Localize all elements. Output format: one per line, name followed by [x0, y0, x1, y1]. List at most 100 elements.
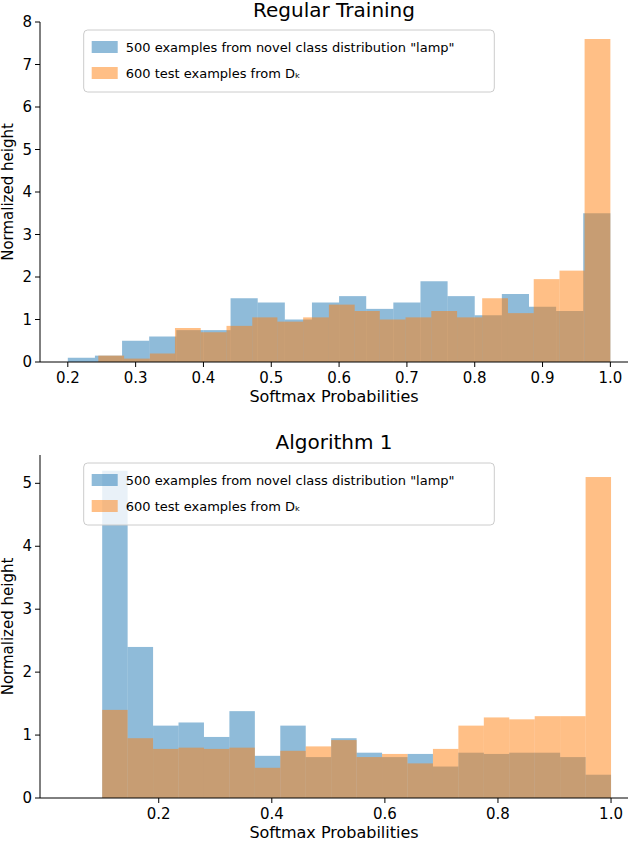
- histogram-bar: [535, 716, 560, 798]
- y-tick: [35, 192, 40, 193]
- histogram-bar: [280, 751, 305, 798]
- chart: Regular Training0.20.30.40.50.60.70.80.9…: [0, 0, 628, 406]
- legend: 500 examples from novel class distributi…: [84, 463, 495, 525]
- y-tick: [35, 362, 40, 363]
- x-tick-label: 0.6: [373, 805, 397, 823]
- histogram-bar: [508, 313, 534, 362]
- histogram-bar: [204, 749, 229, 798]
- y-tick: [35, 234, 40, 235]
- x-axis-line: [40, 798, 628, 799]
- y-tick-label: 4: [22, 183, 32, 201]
- y-tick: [35, 483, 40, 484]
- x-tick-label: 0.2: [147, 805, 171, 823]
- y-tick-label: 5: [22, 474, 32, 492]
- histogram-bar: [380, 320, 406, 363]
- histogram-bar: [179, 748, 204, 798]
- y-tick-label: 4: [22, 537, 32, 555]
- y-tick-label: 2: [22, 663, 32, 681]
- y-tick: [35, 798, 40, 799]
- x-tick-label: 0.8: [463, 369, 487, 387]
- legend-swatch: [92, 41, 118, 53]
- histogram-bar: [204, 737, 229, 798]
- x-tick: [610, 362, 611, 367]
- legend-label: 500 examples from novel class distributi…: [126, 473, 455, 488]
- x-tick-label: 0.5: [259, 369, 283, 387]
- x-tick-label: 0.6: [327, 369, 351, 387]
- histogram-bar: [509, 719, 534, 798]
- histogram-bar: [227, 326, 253, 362]
- histogram-bar: [122, 341, 149, 362]
- histogram-bar: [255, 756, 280, 798]
- legend-box: [84, 30, 495, 92]
- y-tick-label: 0: [22, 353, 32, 371]
- histogram-bar: [175, 328, 201, 362]
- histogram-bar: [534, 279, 560, 362]
- y-tick: [35, 609, 40, 610]
- y-tick-label: 7: [22, 56, 32, 74]
- histogram-bar: [406, 317, 432, 362]
- y-tick-label: 3: [22, 226, 32, 244]
- y-tick: [35, 319, 40, 320]
- y-tick: [35, 107, 40, 108]
- histogram-bar: [128, 738, 153, 798]
- y-tick: [35, 64, 40, 65]
- histogram-bar: [585, 39, 611, 362]
- histogram-bar: [586, 477, 611, 798]
- histogram-bar: [229, 711, 254, 798]
- x-tick-label: 0.4: [192, 369, 216, 387]
- legend-label: 600 test examples from Dₖ: [126, 66, 301, 81]
- histogram-bar: [560, 716, 585, 798]
- legend: 500 examples from novel class distributi…: [84, 30, 495, 92]
- chart: Algorithm 10.20.40.60.81.0012345Softmax …: [0, 430, 628, 842]
- x-axis-line: [40, 362, 628, 363]
- histogram-bar: [128, 647, 153, 798]
- histogram-bar: [306, 746, 331, 798]
- legend-swatch: [92, 67, 118, 79]
- histogram-bar: [431, 311, 457, 362]
- y-tick-label: 1: [22, 311, 32, 329]
- x-tick: [497, 798, 498, 803]
- legend-label: 500 examples from novel class distributi…: [126, 40, 455, 55]
- y-tick-label: 6: [22, 98, 32, 116]
- y-axis-line: [40, 455, 41, 798]
- histogram-bar: [201, 332, 227, 362]
- histogram-bar: [408, 754, 433, 798]
- figure: Regular Training0.20.30.40.50.60.70.80.9…: [0, 0, 630, 842]
- x-axis-label: Softmax Probabilities: [249, 387, 418, 406]
- x-tick: [384, 798, 385, 803]
- histogram-bar: [329, 305, 355, 362]
- x-tick-label: 0.2: [56, 369, 80, 387]
- y-tick: [35, 546, 40, 547]
- histogram-bar: [331, 738, 356, 798]
- histogram-bar: [457, 317, 482, 362]
- histogram-bar: [229, 748, 254, 798]
- histogram-bar: [277, 322, 303, 362]
- histogram-bar: [484, 717, 509, 798]
- histogram-bar: [433, 749, 458, 798]
- title: Algorithm 1: [275, 430, 392, 454]
- x-tick: [611, 798, 612, 803]
- y-tick: [35, 22, 40, 23]
- histogram-bar: [357, 757, 382, 798]
- x-tick-label: 0.3: [124, 369, 148, 387]
- legend-swatch: [92, 474, 118, 486]
- y-tick: [35, 672, 40, 673]
- y-tick-label: 5: [22, 141, 32, 159]
- x-tick: [406, 362, 407, 367]
- x-tick: [271, 798, 272, 803]
- x-tick: [158, 798, 159, 803]
- histogram-bar: [382, 754, 407, 798]
- histogram-bar: [150, 354, 175, 363]
- x-tick: [542, 362, 543, 367]
- histogram-bar: [280, 726, 305, 798]
- histogram-bar: [355, 311, 380, 362]
- histogram-bar: [149, 337, 176, 363]
- histogram-bar: [98, 356, 124, 362]
- histogram-bar: [124, 359, 150, 362]
- y-tick-label: 0: [22, 789, 32, 807]
- histogram-bar: [179, 722, 204, 798]
- x-tick-label: 1.0: [598, 369, 622, 387]
- x-tick: [203, 362, 204, 367]
- y-axis-label: Normalized height: [0, 123, 17, 261]
- x-tick: [67, 362, 68, 367]
